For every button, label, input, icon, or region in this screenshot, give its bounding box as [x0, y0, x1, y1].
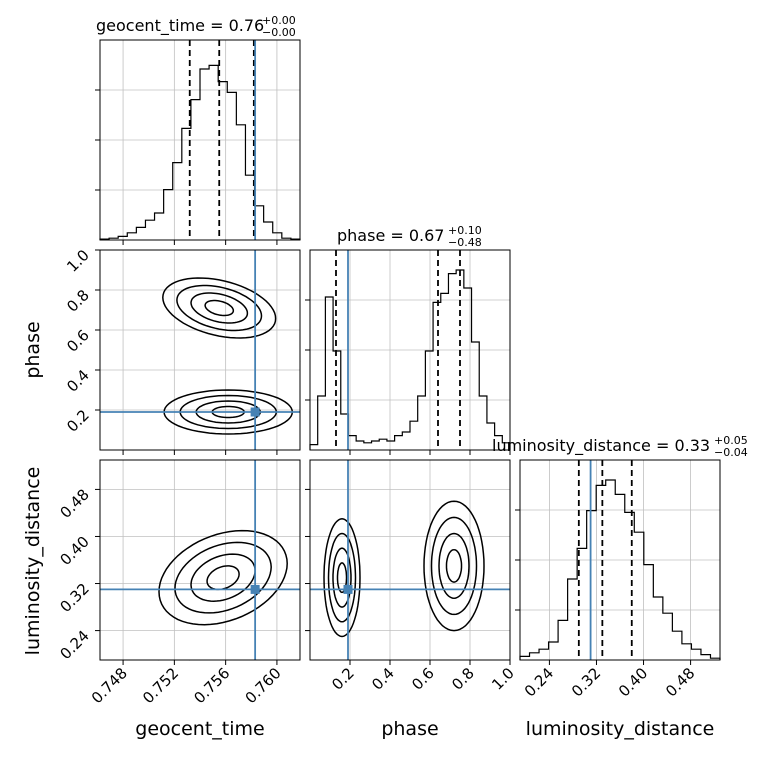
- xtick-label-geocent_time-1: 0.752: [139, 664, 182, 707]
- title-luminosity-distance-plus: +0.05: [714, 434, 748, 447]
- panel-border-phase-luminosity_distance: [309, 459, 511, 661]
- ytick-label-luminosity_distance-2: 0.40: [56, 533, 92, 569]
- panel-geocent-time-vs-luminosity-distance-contour-0-2: [174, 541, 272, 614]
- title-luminosity-distance: luminosity_distance = 0.33: [492, 436, 710, 456]
- panel-geocent-time-vs-phase-contour-0-0: [204, 299, 235, 317]
- xtick-label-phase-2: 0.6: [408, 664, 438, 694]
- xlabel-geocent-time: geocent_time: [135, 718, 264, 740]
- ytick-label-phase-4: 1.0: [63, 246, 93, 276]
- title-luminosity-distance-minus: −0.04: [714, 446, 748, 459]
- panel-geocent-time-vs-luminosity-distance-contour-0-0: [206, 565, 240, 591]
- xtick-label-geocent_time-3: 0.760: [242, 664, 285, 707]
- panel-border-geocent_time-phase: [99, 249, 301, 451]
- xtick-label-phase-4: 1.0: [488, 664, 518, 694]
- title-geocent-time-plus: +0.00: [262, 14, 296, 27]
- xlabel-phase: phase: [381, 718, 438, 740]
- histogram-phase: [309, 269, 511, 450]
- xtick-label-luminosity_distance-1: 0.32: [568, 664, 604, 700]
- panel-phase-vs-luminosity_distance-background: [310, 460, 510, 660]
- ylabel-phase: phase: [22, 321, 44, 378]
- xlabel-luminosity-distance: luminosity_distance: [526, 718, 715, 740]
- panel-geocent-time-vs-luminosity-distance-contour-0-1: [190, 553, 256, 602]
- title-geocent-time: geocent_time = 0.76: [96, 16, 264, 36]
- ylabel-luminosity-distance: luminosity_distance: [22, 467, 44, 656]
- title-phase-plus: +0.10: [448, 224, 482, 237]
- title-phase-minus: −0.48: [448, 236, 482, 249]
- panel-phase-vs-luminosity-distance-contour-0-3: [323, 518, 361, 638]
- xtick-label-phase-3: 0.8: [448, 664, 478, 694]
- panel-geocent-time-vs-phase-truth-marker: [250, 407, 260, 417]
- ytick-label-phase-2: 0.6: [63, 326, 93, 356]
- xtick-label-luminosity_distance-0: 0.24: [521, 664, 557, 700]
- title-geocent-time-minus: −0.00: [262, 26, 296, 39]
- panel-phase-vs-luminosity-distance-truth-marker: [343, 584, 353, 594]
- panel-border-geocent_time-luminosity_distance: [99, 459, 301, 661]
- ytick-label-luminosity_distance-0: 0.24: [56, 627, 92, 663]
- panel-geocent-time-vs-phase-contour-0-3: [162, 277, 277, 339]
- xtick-label-geocent_time-2: 0.756: [190, 664, 233, 707]
- axes-layer: 0.2 0.4 0.6 0.8 1.0 0.748 0.752 0.756 0.760 0.24 0…: [56, 39, 721, 707]
- panel-phase-vs-luminosity-distance-contour-1-3: [423, 500, 485, 632]
- xtick-label-phase-1: 0.4: [368, 664, 398, 694]
- title-phase: phase = 0.67: [337, 226, 444, 245]
- xtick-label-phase-0: 0.2: [328, 664, 358, 694]
- panel-geocent-time-vs-phase-contour-0-1: [190, 292, 249, 324]
- panel-phase-vs-luminosity-distance-contour-1-2: [430, 516, 478, 616]
- ytick-label-phase-3: 0.8: [63, 286, 93, 316]
- panel-geocent_time-vs-luminosity_distance-background: [100, 460, 300, 660]
- panel-geocent-time-vs-phase-contour-0-2: [176, 284, 263, 332]
- histogram-geocent_time: [99, 64, 301, 240]
- panel-geocent-time-vs-luminosity-distance-truth-marker: [250, 584, 260, 594]
- ytick-label-luminosity_distance-1: 0.32: [56, 580, 92, 616]
- ytick-label-luminosity_distance-3: 0.48: [56, 486, 92, 522]
- xtick-label-luminosity_distance-3: 0.48: [662, 664, 698, 700]
- ytick-label-phase-0: 0.2: [63, 406, 93, 436]
- panel-phase-vs-luminosity-distance-contour-1-1: [438, 532, 470, 599]
- xtick-label-geocent_time-0: 0.748: [88, 664, 131, 707]
- panel-phase-vs-luminosity-distance-contour-0-1: [332, 547, 352, 608]
- panel-phase-vs-luminosity-distance-contour-1-0: [445, 548, 463, 583]
- histogram-luminosity_distance: [519, 479, 721, 660]
- xtick-label-luminosity_distance-2: 0.40: [615, 664, 651, 700]
- ytick-label-phase-1: 0.4: [63, 366, 93, 396]
